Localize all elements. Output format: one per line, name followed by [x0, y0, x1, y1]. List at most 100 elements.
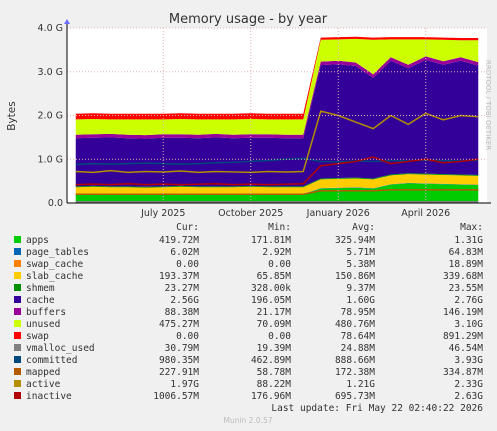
legend-stat: 146.19M: [443, 307, 483, 318]
legend-swatch: [14, 296, 21, 303]
legend-stat: 172.38M: [335, 367, 375, 378]
legend-swatch: [14, 380, 21, 387]
x-tick-label: July 2025: [140, 208, 185, 219]
legend-stat: 0.00: [176, 331, 199, 342]
legend-label: unused: [26, 319, 60, 330]
legend-stat: 891.29M: [443, 331, 483, 342]
y-tick-label: 4.0 G: [38, 23, 64, 34]
legend-stat: 193.37M: [159, 271, 199, 282]
legend-label: buffers: [26, 307, 66, 318]
legend-label: inactive: [26, 391, 72, 402]
legend-stat: 88.22M: [257, 379, 292, 390]
legend-label: page_tables: [26, 247, 89, 258]
legend-stat: 1.21G: [346, 379, 375, 390]
y-axis-label: Bytes: [6, 101, 18, 130]
legend-stat: 64.83M: [449, 247, 484, 258]
legend-stat: 2.63G: [454, 391, 483, 402]
side-text: RRDTOOL / TOBI OETIKER: [484, 60, 492, 150]
legend-label: cache: [26, 295, 55, 306]
legend-swatch: [14, 236, 21, 243]
x-tick-label: April 2026: [401, 208, 450, 219]
legend-stat: 1.60G: [346, 295, 375, 306]
legend-stat: 78.95M: [341, 307, 376, 318]
legend-stat: 5.38M: [346, 259, 375, 270]
legend-stat: 980.35M: [159, 355, 199, 366]
version: Munin 2.0.57: [223, 416, 272, 425]
legend-stat: 1.31G: [454, 235, 483, 246]
area: [75, 173, 479, 188]
legend-stat: 0.00: [268, 331, 291, 342]
legend-stat: 70.09M: [257, 319, 292, 330]
y-tick-label: 3.0 G: [38, 67, 64, 78]
legend-stat: 9.37M: [346, 283, 375, 294]
area: [75, 38, 479, 136]
legend-stat: 176.96M: [251, 391, 291, 402]
legend-stat: 6.02M: [170, 247, 199, 258]
legend-stat: 21.17M: [257, 307, 292, 318]
legend-swatch: [14, 272, 21, 279]
legend-stat: 334.87M: [443, 367, 483, 378]
legend-stat: 88.38M: [165, 307, 200, 318]
legend-label: swap_cache: [26, 259, 83, 270]
area: [75, 59, 479, 187]
legend-swatch: [14, 248, 21, 255]
legend-stat: 18.89M: [449, 259, 484, 270]
y-tick-label: 1.0 G: [38, 154, 64, 165]
legend-stat: 419.72M: [159, 235, 199, 246]
legend-stat: 325.94M: [335, 235, 375, 246]
legend-stat: 2.92M: [262, 247, 291, 258]
legend-stat: 2.33G: [454, 379, 483, 390]
legend-stat: 30.79M: [165, 343, 200, 354]
legend-stat: 888.66M: [335, 355, 375, 366]
column-header: Avg:: [352, 222, 375, 233]
legend-stat: 0.00: [176, 259, 199, 270]
column-header: Cur:: [176, 222, 199, 233]
legend-label: vmalloc_used: [26, 343, 95, 354]
column-header: Min:: [268, 222, 291, 233]
legend-label: apps: [26, 235, 49, 246]
legend-stat: 1006.57M: [153, 391, 199, 402]
column-header: Max:: [460, 222, 483, 233]
legend-stat: 3.10G: [454, 319, 483, 330]
legend-swatch: [14, 392, 21, 399]
axis-arrow: [64, 19, 70, 24]
x-tick-label: October 2025: [218, 208, 283, 219]
chart-title: Memory usage - by year: [169, 12, 328, 27]
legend-stat: 58.78M: [257, 367, 292, 378]
legend-stat: 1.97G: [170, 379, 199, 390]
legend-stat: 475.27M: [159, 319, 199, 330]
legend-label: committed: [26, 355, 77, 366]
legend-stat: 462.89M: [251, 355, 291, 366]
legend-swatch: [14, 356, 21, 363]
legend-swatch: [14, 260, 21, 267]
legend-stat: 78.64M: [341, 331, 376, 342]
legend-stat: 0.00: [268, 259, 291, 270]
y-tick-label: 0.0: [48, 198, 63, 209]
legend-stat: 328.00k: [251, 283, 291, 294]
legend-stat: 5.71M: [346, 247, 375, 258]
line: [75, 110, 479, 174]
area: [75, 174, 479, 195]
line: [75, 189, 479, 195]
legend-stat: 23.55M: [449, 283, 484, 294]
legend-label: swap: [26, 331, 49, 342]
legend-stat: 2.56G: [170, 295, 199, 306]
legend-stat: 19.39M: [257, 343, 292, 354]
legend-swatch: [14, 308, 21, 315]
legend-label: mapped: [26, 367, 60, 378]
legend-swatch: [14, 284, 21, 291]
legend-swatch: [14, 332, 21, 339]
legend-label: active: [26, 379, 61, 390]
x-tick-label: January 2026: [306, 208, 370, 219]
legend-swatch: [14, 320, 21, 327]
legend-swatch: [14, 344, 21, 351]
y-tick-label: 2.0 G: [38, 111, 64, 122]
legend-stat: 2.76G: [454, 295, 483, 306]
line: [75, 156, 479, 186]
legend-stat: 171.81M: [251, 235, 291, 246]
legend-stat: 339.68M: [443, 271, 483, 282]
legend-label: shmem: [26, 283, 55, 294]
legend-label: slab_cache: [26, 271, 83, 282]
legend-stat: 480.76M: [335, 319, 375, 330]
